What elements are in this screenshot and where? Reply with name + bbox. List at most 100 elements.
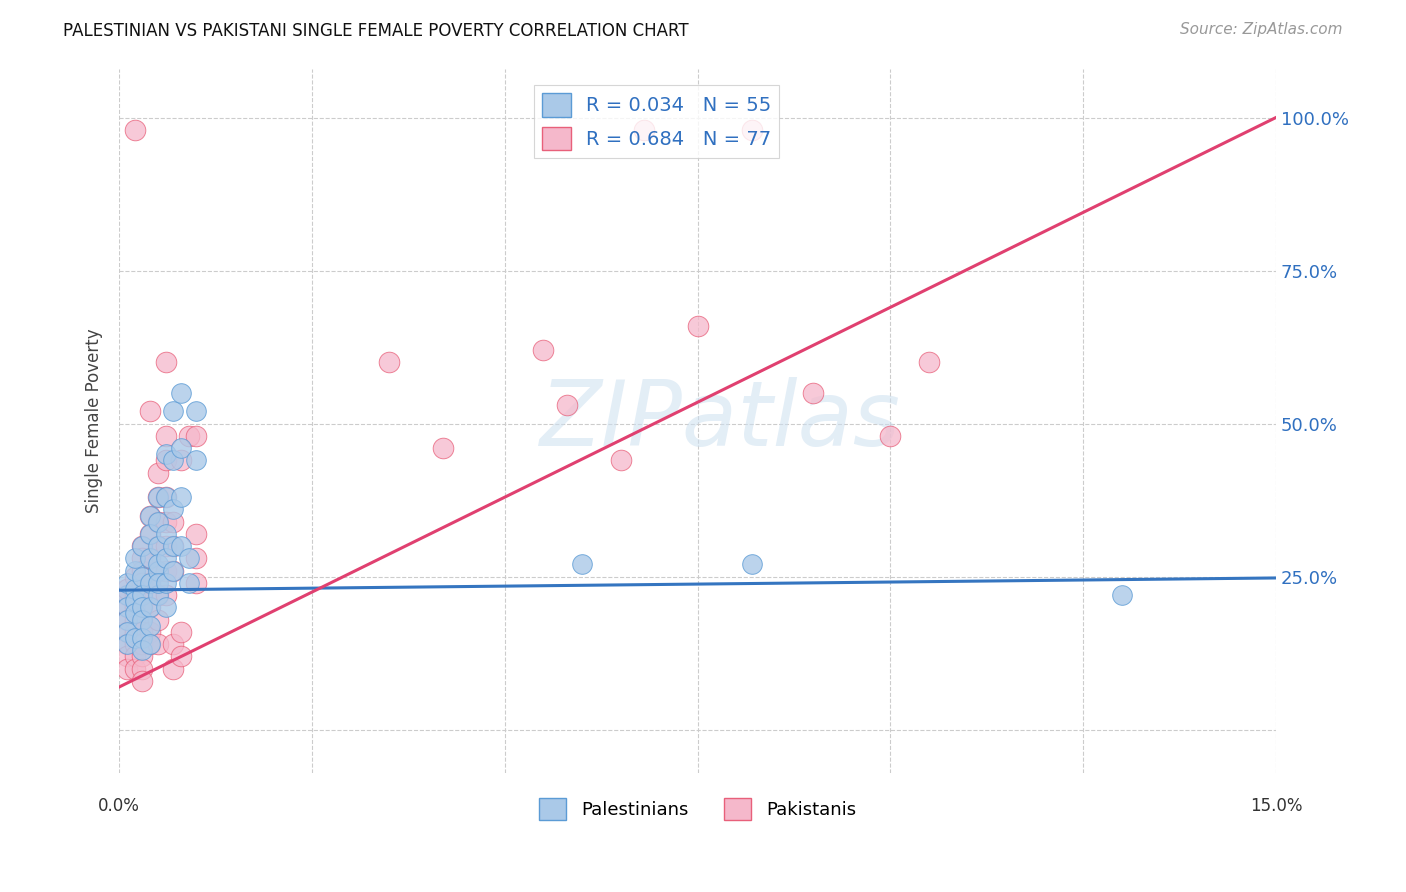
Point bbox=[124, 594, 146, 608]
Point bbox=[155, 600, 177, 615]
Point bbox=[686, 318, 709, 333]
Point bbox=[139, 508, 162, 523]
Point bbox=[918, 355, 941, 369]
Point bbox=[162, 539, 184, 553]
Point bbox=[155, 527, 177, 541]
Point bbox=[146, 539, 169, 553]
Point bbox=[139, 404, 162, 418]
Y-axis label: Single Female Poverty: Single Female Poverty bbox=[86, 328, 103, 513]
Point bbox=[131, 575, 153, 590]
Point bbox=[115, 662, 138, 676]
Point bbox=[124, 570, 146, 584]
Point bbox=[177, 551, 200, 566]
Point bbox=[162, 404, 184, 418]
Point bbox=[124, 600, 146, 615]
Point bbox=[131, 637, 153, 651]
Point bbox=[146, 558, 169, 572]
Point bbox=[432, 441, 454, 455]
Point bbox=[139, 618, 162, 632]
Point bbox=[162, 539, 184, 553]
Point bbox=[155, 429, 177, 443]
Point bbox=[162, 453, 184, 467]
Point bbox=[741, 122, 763, 136]
Point bbox=[155, 490, 177, 504]
Point bbox=[115, 624, 138, 639]
Point bbox=[170, 624, 193, 639]
Point bbox=[139, 527, 162, 541]
Point bbox=[186, 404, 208, 418]
Point bbox=[124, 613, 146, 627]
Point bbox=[186, 429, 208, 443]
Point bbox=[139, 624, 162, 639]
Point bbox=[131, 600, 153, 615]
Point bbox=[162, 662, 184, 676]
Point bbox=[162, 564, 184, 578]
Point bbox=[131, 613, 153, 627]
Point bbox=[162, 637, 184, 651]
Point bbox=[131, 643, 153, 657]
Point bbox=[115, 582, 138, 596]
Point bbox=[115, 624, 138, 639]
Point bbox=[155, 539, 177, 553]
Point bbox=[131, 624, 153, 639]
Point bbox=[115, 637, 138, 651]
Point bbox=[162, 502, 184, 516]
Point bbox=[139, 527, 162, 541]
Point bbox=[131, 588, 153, 602]
Point bbox=[155, 355, 177, 369]
Point bbox=[170, 649, 193, 664]
Point bbox=[131, 649, 153, 664]
Point bbox=[170, 490, 193, 504]
Point bbox=[115, 588, 138, 602]
Point bbox=[139, 551, 162, 566]
Point bbox=[177, 575, 200, 590]
Point bbox=[155, 515, 177, 529]
Point bbox=[155, 551, 177, 566]
Point bbox=[124, 631, 146, 645]
Point bbox=[139, 600, 162, 615]
Point bbox=[146, 466, 169, 480]
Point bbox=[155, 447, 177, 461]
Point bbox=[115, 613, 138, 627]
Point bbox=[571, 558, 593, 572]
Point bbox=[146, 588, 169, 602]
Point bbox=[146, 490, 169, 504]
Point bbox=[131, 588, 153, 602]
Point bbox=[131, 631, 153, 645]
Text: PALESTINIAN VS PAKISTANI SINGLE FEMALE POVERTY CORRELATION CHART: PALESTINIAN VS PAKISTANI SINGLE FEMALE P… bbox=[63, 22, 689, 40]
Point bbox=[155, 453, 177, 467]
Text: ZIPatlas: ZIPatlas bbox=[540, 376, 901, 465]
Point bbox=[155, 588, 177, 602]
Point bbox=[139, 637, 162, 651]
Point bbox=[131, 570, 153, 584]
Point bbox=[139, 508, 162, 523]
Point bbox=[124, 649, 146, 664]
Text: Source: ZipAtlas.com: Source: ZipAtlas.com bbox=[1180, 22, 1343, 37]
Point bbox=[124, 588, 146, 602]
Point bbox=[146, 515, 169, 529]
Point bbox=[139, 575, 162, 590]
Point bbox=[186, 551, 208, 566]
Point bbox=[146, 613, 169, 627]
Point bbox=[146, 564, 169, 578]
Point bbox=[170, 539, 193, 553]
Point bbox=[139, 575, 162, 590]
Point bbox=[170, 441, 193, 455]
Point bbox=[124, 624, 146, 639]
Point bbox=[155, 575, 177, 590]
Point bbox=[139, 637, 162, 651]
Point bbox=[378, 355, 401, 369]
Point bbox=[155, 490, 177, 504]
Point bbox=[139, 551, 162, 566]
Point bbox=[146, 588, 169, 602]
Point bbox=[139, 600, 162, 615]
Point bbox=[115, 600, 138, 615]
Point bbox=[115, 600, 138, 615]
Point bbox=[115, 613, 138, 627]
Point bbox=[131, 551, 153, 566]
Point bbox=[115, 575, 138, 590]
Point bbox=[633, 122, 655, 136]
Text: 0.0%: 0.0% bbox=[98, 797, 141, 815]
Point bbox=[146, 564, 169, 578]
Point bbox=[124, 551, 146, 566]
